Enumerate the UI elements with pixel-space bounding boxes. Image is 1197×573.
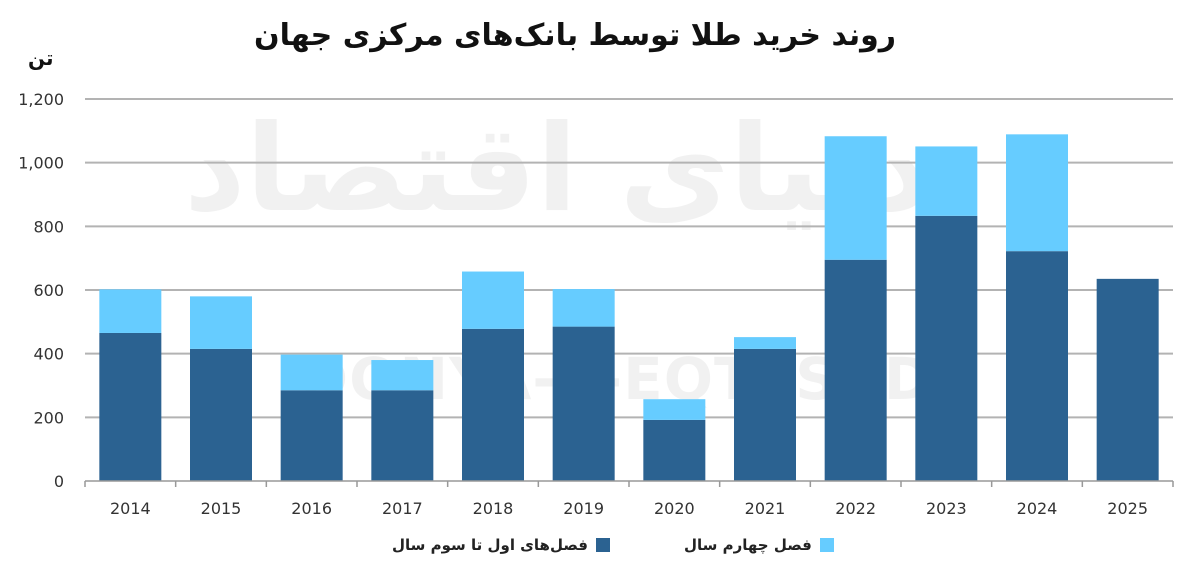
x-axis [84, 480, 1174, 487]
bar-2018-series-2 [462, 271, 524, 329]
x-tick-label: 2025 [1107, 499, 1148, 518]
bar-2025-series-1 [1096, 278, 1159, 481]
legend-label-series-2: فصل چهارم سال [684, 536, 812, 554]
y-tick-label: 1,200 [18, 90, 64, 109]
x-tick-label: 2017 [382, 499, 423, 518]
legend-item-series-2: فصل چهارم سال [684, 536, 834, 554]
bar-2016-series-1 [280, 390, 343, 481]
bar-2015-series-1 [190, 348, 252, 481]
y-tick-labels: 0 200 400 600 800 1,000 1,200 [18, 90, 64, 491]
x-tick-labels: 2014 2015 2016 2017 2018 2019 2020 2021 2022 2023… [110, 499, 1148, 518]
bar-2024-series-2 [1006, 134, 1068, 252]
x-tick-label: 2024 [1017, 499, 1058, 518]
y-tick-label: 800 [33, 217, 64, 236]
bar-2016-series-2 [280, 354, 343, 391]
chart-title: روند خرید طلا توسط بانک‌های مرکزی جهان [254, 18, 896, 53]
x-tick-label: 2020 [654, 499, 695, 518]
bar-2014-series-2 [99, 289, 162, 333]
legend-label-series-1: فصل‌های اول تا سوم سال [392, 536, 588, 554]
bars [99, 134, 1159, 481]
x-tick-label: 2023 [926, 499, 967, 518]
y-tick-label: 0 [54, 472, 64, 491]
legend-swatch-series-1 [595, 538, 610, 552]
legend-item-series-1: فصل‌های اول تا سوم سال [392, 536, 610, 554]
bar-2021-series-2 [734, 337, 796, 349]
y-tick-label: 600 [33, 281, 64, 300]
gridlines [85, 98, 1173, 419]
bar-2022-series-2 [824, 136, 887, 260]
x-tick-label: 2019 [563, 499, 604, 518]
bar-2023-series-1 [915, 215, 978, 481]
y-tick-label: 400 [33, 345, 64, 364]
y-axis-unit-label: تن [28, 46, 54, 70]
x-tick-label: 2014 [110, 499, 151, 518]
bar-2020-series-1 [643, 419, 706, 481]
legend: فصل‌های اول تا سوم سال فصل چهارم سال [0, 536, 1197, 560]
x-tick-label: 2015 [201, 499, 242, 518]
x-tick-label: 2022 [835, 499, 876, 518]
x-tick-label: 2016 [291, 499, 332, 518]
legend-swatch-series-2 [819, 538, 834, 552]
bar-2020-series-2 [643, 399, 706, 420]
bar-2018-series-1 [462, 328, 524, 481]
bar-2022-series-1 [824, 259, 887, 481]
bar-2023-series-2 [915, 146, 978, 216]
bar-2017-series-1 [371, 390, 434, 481]
bar-2019-series-2 [552, 289, 615, 327]
bar-2017-series-2 [371, 360, 434, 391]
x-tick-label: 2021 [745, 499, 786, 518]
bar-2021-series-1 [734, 348, 796, 481]
x-tick-label: 2018 [473, 499, 514, 518]
y-tick-label: 200 [33, 408, 64, 427]
bar-2024-series-1 [1006, 251, 1068, 481]
bar-2014-series-1 [99, 332, 162, 481]
bar-2019-series-1 [552, 326, 615, 481]
bar-2015-series-2 [190, 296, 252, 349]
y-tick-label: 1,000 [18, 154, 64, 173]
